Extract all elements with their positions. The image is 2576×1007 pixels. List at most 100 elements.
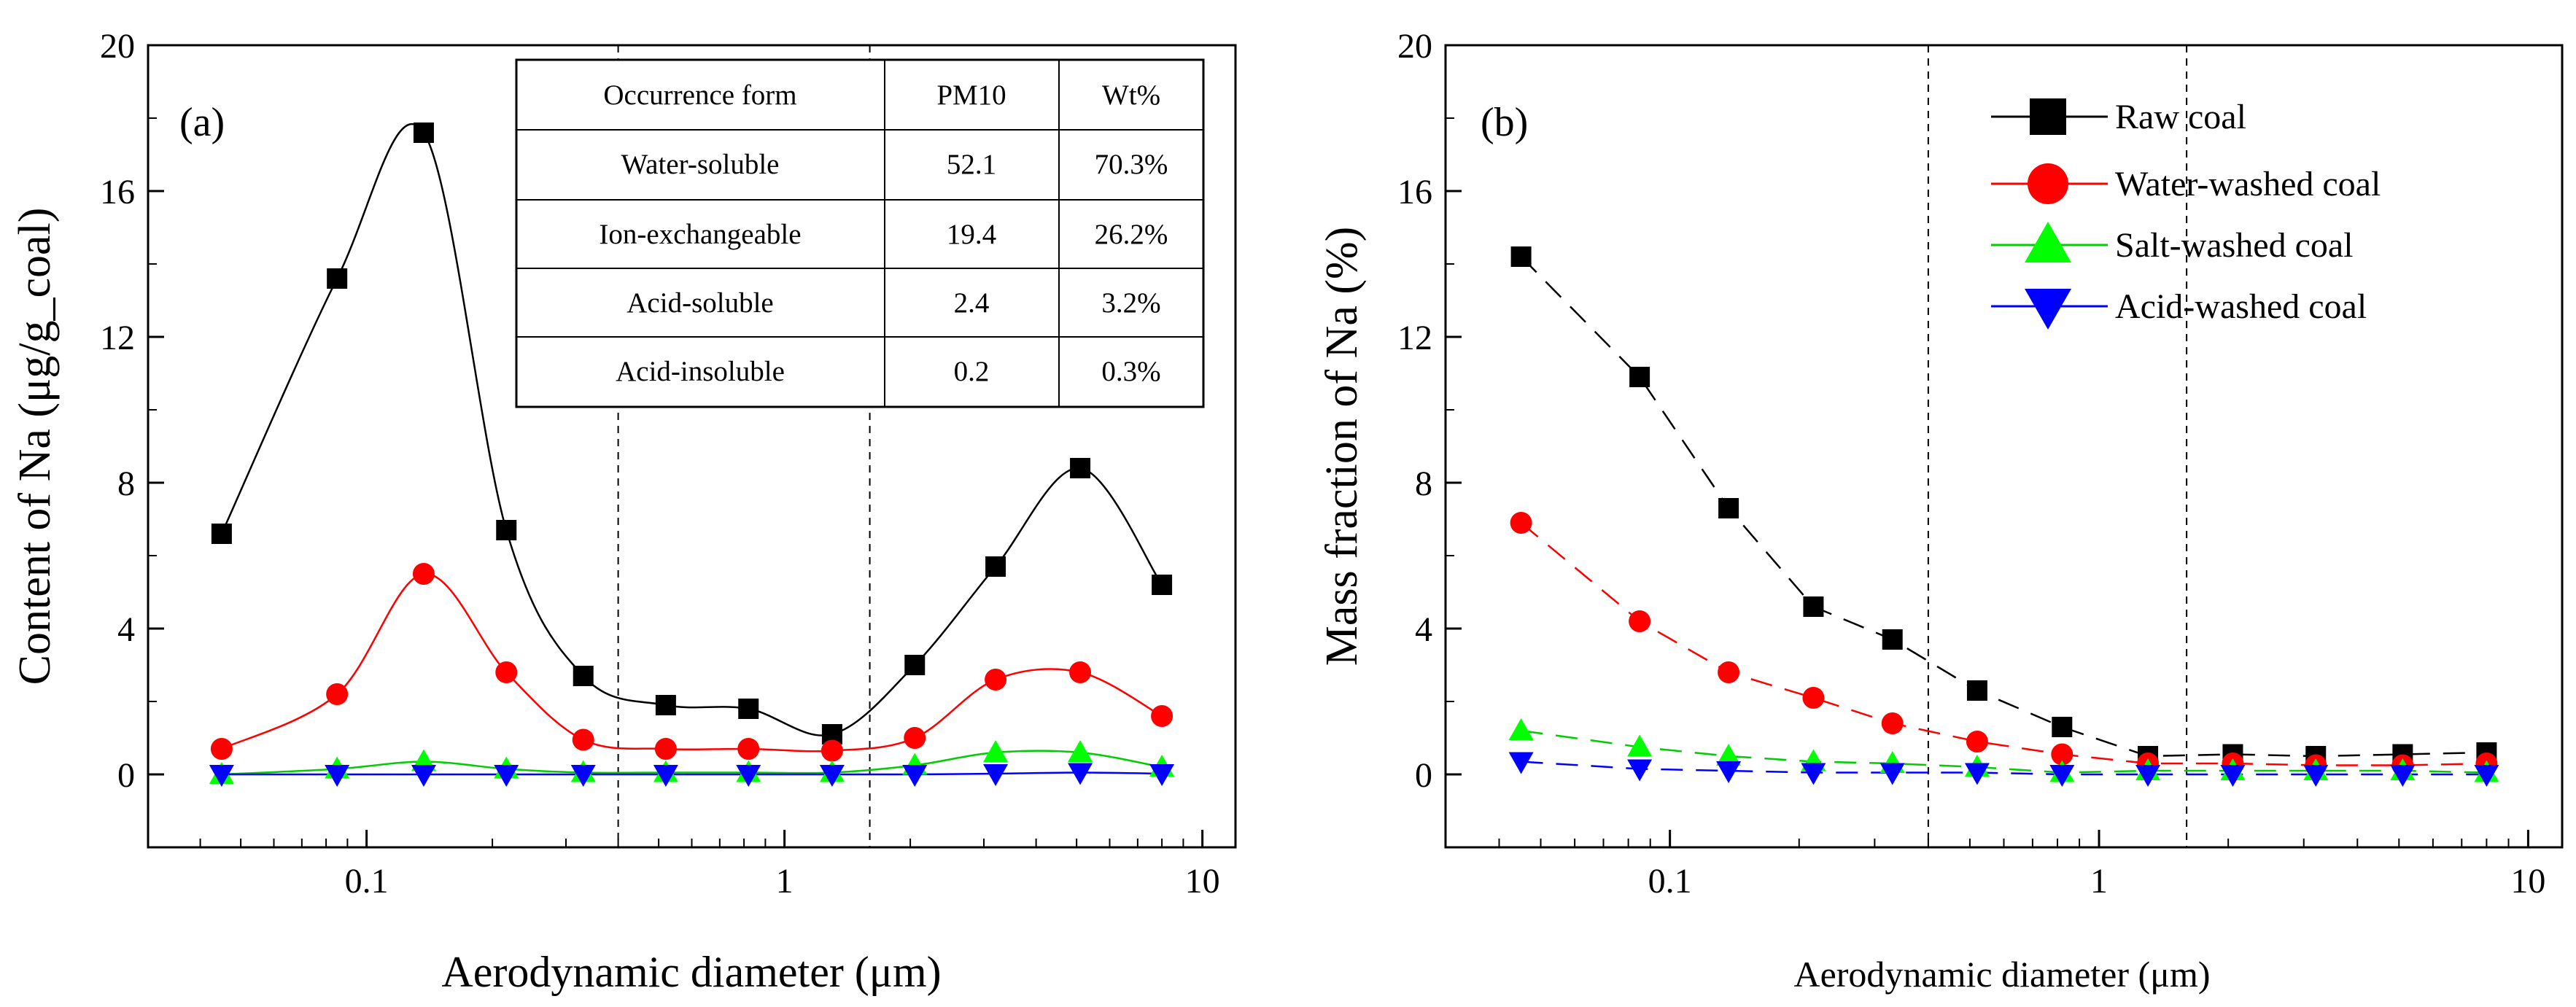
data-point-triangle-down bbox=[1508, 752, 1534, 774]
data-point-triangle-down bbox=[819, 765, 845, 787]
data-point-circle bbox=[737, 738, 760, 760]
data-point-triangle-down bbox=[1068, 763, 1093, 785]
data-point-square bbox=[1966, 680, 1987, 701]
table-header: Wt% bbox=[1102, 79, 1160, 111]
data-point-square bbox=[1070, 458, 1091, 478]
data-point-square bbox=[1882, 629, 1903, 650]
data-point-square bbox=[1152, 575, 1173, 595]
data-point-circle bbox=[2051, 743, 2073, 766]
series-line-b-2 bbox=[1521, 729, 2487, 774]
data-point-triangle-down bbox=[2135, 765, 2161, 787]
data-point-triangle-up bbox=[983, 740, 1009, 762]
data-point-square bbox=[1629, 367, 1650, 387]
data-point-circle bbox=[210, 738, 233, 760]
y-tick-label: 8 bbox=[117, 464, 135, 503]
data-point-triangle-down bbox=[1964, 763, 1990, 785]
legend-marker-circle bbox=[2028, 163, 2068, 204]
x-tick-label: 10 bbox=[1185, 862, 1220, 901]
data-point-square bbox=[2052, 717, 2073, 737]
data-point-triangle-down bbox=[736, 765, 761, 787]
legend-label: Water-washed coal bbox=[2115, 165, 2381, 203]
data-point-circle bbox=[572, 728, 594, 751]
data-point-triangle-down bbox=[411, 765, 436, 787]
inset-table-border bbox=[515, 58, 1205, 408]
panel-a-label: (a) bbox=[179, 100, 225, 145]
panel-b: 0 4 8 12 16 20 0.1 1 10 (b) Aerodynamic diameter… bbox=[1317, 27, 2564, 995]
inset-table: Occurrence form PM10 Wt% Water-soluble 5… bbox=[515, 58, 1205, 408]
legend-item-acid-washed-coal: Acid-washed coal bbox=[1991, 287, 2367, 330]
y-tick-label: 20 bbox=[1397, 27, 1432, 66]
data-point-square bbox=[327, 268, 348, 289]
data-point-circle bbox=[495, 661, 518, 683]
table-cell: 3.2% bbox=[1101, 287, 1160, 319]
table-cell: 19.4 bbox=[947, 219, 996, 250]
data-point-triangle-down bbox=[1149, 764, 1175, 786]
panel-a: 0 4 8 12 16 20 0.1 1 10 (a) Aerodynamic diameter… bbox=[10, 27, 1237, 996]
data-point-triangle-down bbox=[1801, 763, 1826, 785]
data-point-triangle-up bbox=[1627, 734, 1653, 757]
data-point-circle bbox=[1151, 705, 1173, 727]
data-point-circle bbox=[1802, 687, 1825, 709]
series-line-b-0 bbox=[1520, 256, 2487, 758]
legend-marker-triangle-down bbox=[2025, 289, 2071, 330]
y-tick-label: 16 bbox=[100, 173, 135, 211]
data-point-circle bbox=[820, 739, 843, 762]
table-cell: 70.3% bbox=[1095, 149, 1168, 180]
legend-item-water-washed-coal: Water-washed coal bbox=[1991, 163, 2381, 204]
data-point-triangle-up bbox=[1508, 718, 1534, 740]
data-point-triangle-down bbox=[209, 765, 234, 787]
legend-label: Acid-washed coal bbox=[2115, 287, 2367, 326]
y-tick-label: 12 bbox=[1397, 319, 1432, 357]
data-point-circle bbox=[1718, 661, 1740, 683]
x-tick-label: 10 bbox=[2510, 862, 2545, 901]
data-point-circle bbox=[1966, 731, 1988, 753]
legend-marker-triangle-up bbox=[2025, 222, 2071, 263]
data-point-triangle-down bbox=[2220, 765, 2246, 787]
table-cell: 52.1 bbox=[947, 149, 996, 180]
data-point-square bbox=[413, 123, 434, 143]
data-point-square bbox=[211, 524, 232, 544]
legend-label: Salt-washed coal bbox=[2115, 226, 2354, 265]
table-header: Occurrence form bbox=[603, 79, 796, 111]
y-tick-label: 0 bbox=[1415, 756, 1432, 795]
legend-item-salt-washed-coal: Salt-washed coal bbox=[1991, 222, 2354, 265]
panel-b-x-axis-title: Aerodynamic diameter (μm) bbox=[1793, 954, 2210, 995]
data-point-triangle-down bbox=[2474, 765, 2499, 787]
data-point-circle bbox=[1069, 661, 1092, 683]
data-point-triangle-down bbox=[983, 764, 1009, 786]
data-point-square bbox=[1510, 246, 1532, 267]
panel-a-x-axis-title: Aerodynamic diameter (μm) bbox=[441, 948, 941, 996]
data-point-square bbox=[1718, 498, 1739, 518]
data-point-circle bbox=[326, 683, 349, 705]
panel-b-y-axis-title: Mass fraction of Na (%) bbox=[1317, 227, 1367, 666]
table-header: PM10 bbox=[936, 79, 1006, 111]
panel-b-label: (b) bbox=[1481, 100, 1528, 145]
data-point-square bbox=[573, 666, 594, 686]
table-cell: Ion-exchangeable bbox=[599, 219, 801, 250]
table-cell: 2.4 bbox=[954, 287, 990, 319]
data-point-triangle-down bbox=[2303, 765, 2329, 787]
legend: Raw coal Water-washed coal Salt-washed c… bbox=[1991, 98, 2381, 330]
y-tick-label: 20 bbox=[100, 27, 135, 66]
data-point-triangle-up bbox=[1068, 740, 1093, 762]
data-point-circle bbox=[1881, 712, 1904, 734]
data-point-square bbox=[655, 695, 676, 715]
table-cell: Water-soluble bbox=[621, 149, 780, 180]
y-tick-label: 16 bbox=[1397, 173, 1432, 211]
data-point-triangle-up bbox=[1716, 744, 1742, 766]
data-point-square bbox=[904, 655, 926, 675]
data-point-circle bbox=[1629, 610, 1651, 632]
data-point-triangle-down bbox=[494, 765, 519, 787]
data-point-triangle-down bbox=[325, 765, 350, 787]
x-tick-label: 1 bbox=[776, 862, 794, 901]
data-point-triangle-down bbox=[1716, 761, 1742, 783]
x-tick-label: 1 bbox=[2090, 862, 2108, 901]
legend-label: Raw coal bbox=[2115, 98, 2246, 136]
x-tick-label: 0.1 bbox=[1648, 862, 1692, 901]
table-cell: Acid-soluble bbox=[626, 287, 773, 319]
data-point-square bbox=[496, 520, 517, 540]
data-point-triangle-down bbox=[653, 765, 678, 787]
x-tick-label: 0.1 bbox=[345, 862, 389, 901]
